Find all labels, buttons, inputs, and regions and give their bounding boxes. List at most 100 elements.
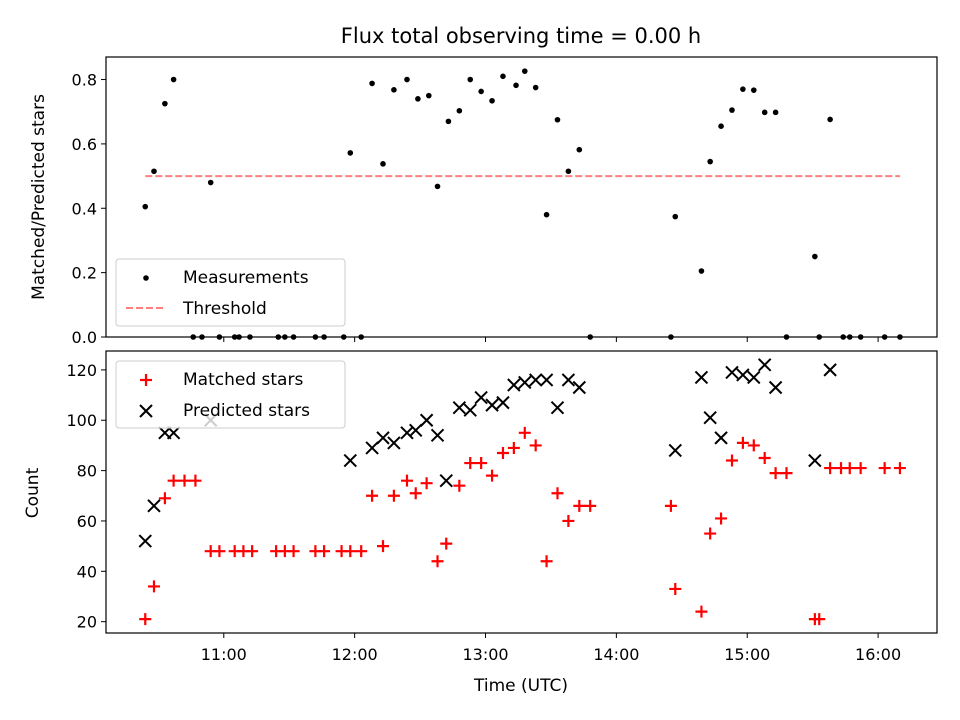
matched-star-point	[344, 545, 357, 558]
matched-star-point	[158, 492, 171, 505]
matched-star-point	[584, 499, 597, 512]
measurement-point	[207, 179, 214, 186]
matched-star-point	[464, 457, 477, 470]
matched-star-point	[387, 489, 400, 502]
matched-star-point	[366, 489, 379, 502]
predicted-star-point	[485, 398, 499, 412]
predicted-star-point	[747, 370, 761, 385]
measurement-point	[576, 146, 583, 153]
measurement-point	[380, 161, 386, 167]
count-marks	[138, 358, 906, 626]
predicted-star-point	[725, 365, 739, 380]
matched-star-point	[893, 462, 906, 475]
predicted-star-point	[463, 403, 477, 417]
matched-star-point	[843, 462, 856, 475]
predicted-star-point	[736, 368, 750, 382]
matched-star-point	[486, 469, 499, 482]
measurement-point	[812, 253, 818, 260]
measurement-point	[772, 109, 779, 116]
predicted-star-point	[694, 370, 709, 385]
matched-star-point	[318, 545, 331, 558]
x-tick-label: 14:00	[593, 645, 639, 664]
measurement-point	[369, 80, 375, 87]
measurement-point	[445, 118, 452, 125]
measurement-point	[761, 109, 768, 116]
count-y-tick-label: 40	[77, 562, 97, 581]
matched-star-point	[780, 467, 793, 480]
matched-star-point	[139, 613, 152, 626]
x-axis-label: Time (UTC)	[473, 676, 568, 696]
measurement-point	[489, 97, 495, 104]
matched-star-point	[507, 441, 520, 454]
measurement-point	[142, 203, 149, 210]
matched-star-point	[824, 462, 837, 475]
x-tick-label: 15:00	[724, 645, 770, 664]
measurement-point	[478, 88, 484, 95]
count-y-tick-label: 60	[77, 512, 97, 531]
measurement-point	[532, 84, 539, 91]
matched-star-point	[747, 439, 760, 452]
measurement-point	[707, 158, 713, 165]
predicted-star-point	[439, 473, 453, 488]
measurement-point	[698, 268, 705, 274]
predicted-star-point	[387, 436, 401, 450]
predicted-star-point	[561, 373, 576, 387]
matched-star-point	[167, 474, 180, 487]
count-y-tick-label: 20	[77, 613, 97, 632]
ratio-y-tick-label: 0.6	[72, 135, 97, 154]
measurement-point	[426, 92, 432, 99]
legend-measurements-label: Measurements	[183, 268, 309, 288]
legend-matched-marker	[140, 374, 152, 386]
measurement-point	[404, 76, 410, 83]
predicted-star-point	[496, 395, 510, 410]
matched-star-point	[440, 537, 453, 550]
matched-star-point	[453, 479, 466, 492]
count-panel: 20 40 60 80 100 120 11:00 12:00 13:00 14:00 15:00 1…	[23, 350, 938, 696]
matched-star-point	[878, 462, 891, 475]
ratio-y-axis-label: Matched/Predicted stars	[29, 94, 49, 300]
measurement-point	[500, 73, 506, 80]
count-legend-box	[115, 360, 346, 429]
measurement-point	[467, 76, 474, 83]
count-ticks: 20 40 60 80 100 120 11:00 12:00 13:00 14:00 15:00 1…	[66, 361, 901, 664]
matched-star-point	[695, 605, 708, 618]
predicted-star-point	[808, 453, 822, 468]
predicted-star-point	[474, 390, 488, 405]
matched-star-point	[551, 487, 564, 500]
matched-star-point	[813, 613, 826, 626]
matched-star-point	[573, 499, 586, 512]
chart-title: Flux total observing time = 0.00 h	[341, 24, 701, 48]
predicted-star-point	[138, 534, 152, 548]
count-y-axis-label: Count	[23, 467, 43, 518]
matched-star-point	[377, 540, 389, 553]
matched-star-point	[518, 426, 531, 439]
ratio-panel: Flux total observing time = 0.00 h 0.00.…	[29, 24, 938, 347]
measurement-point	[565, 168, 572, 175]
legend-matched-label: Matched stars	[183, 370, 303, 390]
matched-star-point	[409, 487, 422, 500]
predicted-star-point	[572, 380, 587, 395]
measurement-point	[750, 87, 757, 93]
measurement-point	[434, 183, 441, 190]
measurement-point	[415, 96, 421, 102]
predicted-star-point	[507, 378, 521, 392]
matched-star-point	[246, 545, 259, 558]
measurement-point	[513, 82, 519, 89]
legend-predicted-label: Predicted stars	[183, 401, 310, 421]
predicted-star-point	[539, 373, 554, 387]
matched-star-point	[496, 446, 509, 459]
measurement-point	[521, 68, 528, 74]
measurement-point	[554, 116, 561, 123]
matched-star-point	[562, 514, 575, 527]
legend-threshold-label: Threshold	[182, 299, 267, 319]
predicted-star-point	[703, 411, 717, 425]
matched-star-point	[355, 545, 368, 558]
measurement-point	[543, 211, 550, 218]
predicted-star-point	[823, 363, 837, 377]
matched-star-point	[540, 555, 553, 568]
predicted-star-point	[166, 426, 181, 440]
predicted-star-point	[400, 426, 414, 440]
predicted-star-point	[430, 428, 445, 443]
